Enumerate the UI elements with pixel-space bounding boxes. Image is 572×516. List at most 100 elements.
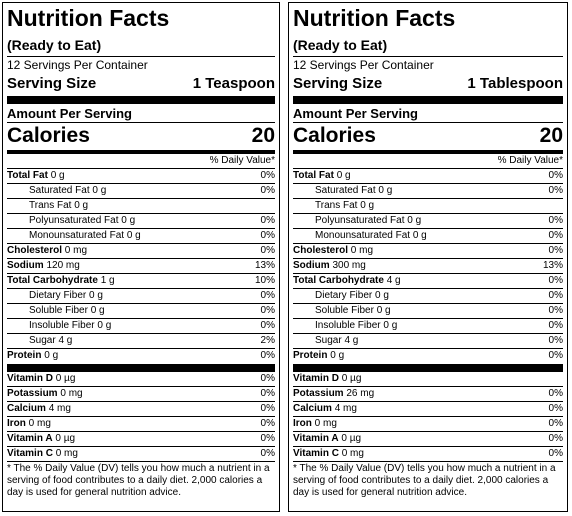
vitamin-daily-value: 0% (260, 418, 275, 429)
nutrient-label: Total Fat 0 g (293, 169, 351, 183)
nutrient-row: Sugar 4 g 2% (7, 333, 275, 348)
nutrient-label: Insoluble Fiber 0 g (293, 319, 397, 333)
nutrient-label: Trans Fat 0 g (293, 199, 374, 213)
vitamin-row: Vitamin A 0 µg 0% (7, 431, 275, 446)
vitamin-daily-value: 0% (260, 373, 275, 384)
daily-value-footnote: * The % Daily Value (DV) tells you how m… (7, 461, 275, 499)
nutrient-amount: 0 g (97, 320, 112, 331)
nutrient-amount: 0 g (92, 185, 107, 196)
vitamin-row: Calcium 4 mg 0% (293, 401, 563, 416)
nutrient-daily-value: 0% (548, 215, 563, 226)
nutrient-name: Sodium (293, 260, 330, 271)
nutrient-daily-value: 0% (548, 320, 563, 331)
vitamin-name: Potassium (7, 388, 58, 399)
calories-row: Calories 20 (293, 122, 563, 150)
nutrient-row: Protein 0 g 0% (7, 348, 275, 363)
nutrient-daily-value: 0% (260, 305, 275, 316)
vitamin-label: Potassium 26 mg (293, 387, 374, 401)
nutrient-name: Total Fat (293, 170, 334, 181)
vitamin-label: Vitamin A 0 µg (293, 432, 361, 446)
nutrient-row: Sodium 300 mg 13% (293, 258, 563, 273)
nutrient-label: Monounsaturated Fat 0 g (293, 229, 427, 243)
serving-size-value: 1 Tablespoon (467, 75, 563, 92)
vitamin-name: Vitamin A (7, 433, 53, 444)
label-subtitle: (Ready to Eat) (293, 37, 388, 53)
divider-medium (293, 150, 563, 154)
nutrient-amount: 0 g (90, 305, 105, 316)
vitamin-row: Vitamin C 0 mg 0% (293, 446, 563, 461)
nutrient-row: Total Fat 0 g 0% (7, 168, 275, 183)
nutrient-amount: 0 g (89, 290, 103, 301)
vitamin-row: Iron 0 mg 0% (7, 416, 275, 431)
nutrient-amount: 120 mg (46, 260, 80, 271)
nutrient-name: Total Carbohydrate (7, 275, 98, 286)
nutrient-amount: 0 g (44, 350, 59, 361)
nutrient-name: Soluble Fiber (29, 305, 88, 316)
nutrient-label: Soluble Fiber 0 g (7, 304, 105, 318)
amount-per-serving: Amount Per Serving (7, 106, 132, 121)
nutrient-daily-value: 0% (548, 230, 563, 241)
vitamin-amount: 0 µg (341, 373, 362, 384)
nutrient-row: Trans Fat 0 g (7, 198, 275, 213)
nutrient-label: Saturated Fat 0 g (7, 184, 106, 198)
nutrition-label-teaspoon: Nutrition Facts (Ready to Eat) 12 Servings… (2, 2, 280, 512)
vitamin-row: Vitamin D 0 µg (293, 372, 563, 386)
amount-per-serving: Amount Per Serving (293, 106, 418, 121)
nutrient-daily-value: 0% (260, 320, 275, 331)
nutrient-label: Saturated Fat 0 g (293, 184, 392, 198)
nutrient-amount: 300 mg (332, 260, 366, 271)
nutrient-row: Insoluble Fiber 0 g 0% (7, 318, 275, 333)
nutrient-name: Dietary Fiber (315, 290, 373, 301)
nutrient-label: Sugar 4 g (7, 334, 72, 348)
nutrient-label: Cholesterol 0 mg (293, 244, 373, 258)
divider-thick (293, 96, 563, 104)
nutrient-amount: 0 g (121, 215, 136, 226)
vitamin-name: Iron (293, 418, 312, 429)
nutrient-row: Trans Fat 0 g (293, 198, 563, 213)
vitamin-row: Calcium 4 mg 0% (7, 401, 275, 416)
nutrient-amount: 0 mg (350, 245, 374, 256)
vitamin-label: Iron 0 mg (7, 417, 51, 431)
vitamin-row: Iron 0 mg 0% (293, 416, 563, 431)
nutrient-label: Polyunsaturated Fat 0 g (7, 214, 135, 228)
nutrient-name: Protein (293, 350, 328, 361)
label-subtitle: (Ready to Eat) (7, 37, 102, 53)
nutrient-row: Sodium 120 mg 13% (7, 258, 275, 273)
calories-row: Calories 20 (7, 122, 275, 150)
vitamin-daily-value: 0% (548, 388, 563, 399)
nutrient-row: Cholesterol 0 mg 0% (293, 243, 563, 258)
nutrient-amount: 0 g (407, 215, 422, 226)
nutrient-amount: 0 mg (64, 245, 88, 256)
nutrient-label: Protein 0 g (7, 349, 58, 363)
nutrient-amount: 0 g (330, 350, 345, 361)
nutrient-amount: 0 g (126, 230, 141, 241)
nutrient-amount: 0 g (360, 200, 375, 211)
vitamin-label: Vitamin D 0 µg (7, 372, 75, 386)
vitamin-name: Vitamin D (293, 373, 339, 384)
calories-label: Calories (7, 124, 90, 147)
vitamin-row: Potassium 26 mg 0% (293, 386, 563, 401)
vitamin-row: Vitamin D 0 µg 0% (7, 372, 275, 386)
divider-thick (7, 96, 275, 104)
serving-size-label: Serving Size (293, 75, 383, 92)
vitamin-label: Calcium 4 mg (293, 402, 357, 416)
nutrient-daily-value: 10% (254, 275, 275, 286)
nutrient-row: Saturated Fat 0 g 0% (7, 183, 275, 198)
serving-size-value: 1 Teaspoon (192, 75, 275, 92)
nutrient-daily-value: 0% (548, 245, 563, 256)
vitamin-label: Vitamin D 0 µg (293, 372, 361, 386)
nutrient-daily-value: 13% (542, 260, 563, 271)
nutrient-amount: 0 g (378, 185, 393, 196)
calories-value: 20 (539, 124, 563, 147)
vitamin-name: Vitamin C (293, 448, 339, 459)
nutrient-daily-value: 2% (260, 335, 275, 346)
daily-value-header: % Daily Value* (209, 155, 275, 166)
divider-medium (7, 150, 275, 154)
servings-per-container: 12 Servings Per Container (7, 56, 275, 73)
nutrient-row: Soluble Fiber 0 g 0% (7, 303, 275, 318)
nutrient-label: Protein 0 g (293, 349, 344, 363)
nutrient-row: Monounsaturated Fat 0 g 0% (7, 228, 275, 243)
nutrient-amount: 4 g (386, 275, 401, 286)
nutrient-daily-value: 0% (548, 350, 563, 361)
daily-value-header: % Daily Value* (497, 155, 563, 166)
